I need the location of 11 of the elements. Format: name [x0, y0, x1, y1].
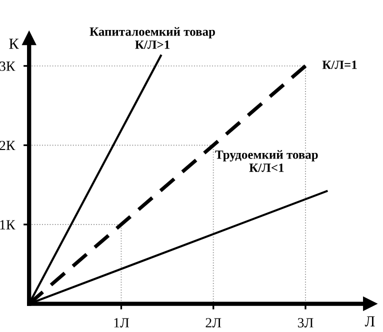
x-tick-label: 1Л [114, 318, 130, 328]
y-tick-label: 3К [0, 62, 16, 71]
annotation: Капиталоемкий товар К/Л>1 [90, 27, 215, 49]
annotation: К/Л=1 [322, 60, 357, 70]
x-tick-label: 2Л [206, 318, 222, 328]
annotation: Трудоемкий товар К/Л<1 [215, 150, 318, 172]
x-axis-title: Л [364, 316, 375, 326]
y-axis-title: К [9, 38, 19, 49]
y-tick-label: 2К [0, 140, 16, 150]
y-tick-label: 1К [0, 220, 16, 230]
x-tick-label: 3Л [298, 318, 314, 328]
